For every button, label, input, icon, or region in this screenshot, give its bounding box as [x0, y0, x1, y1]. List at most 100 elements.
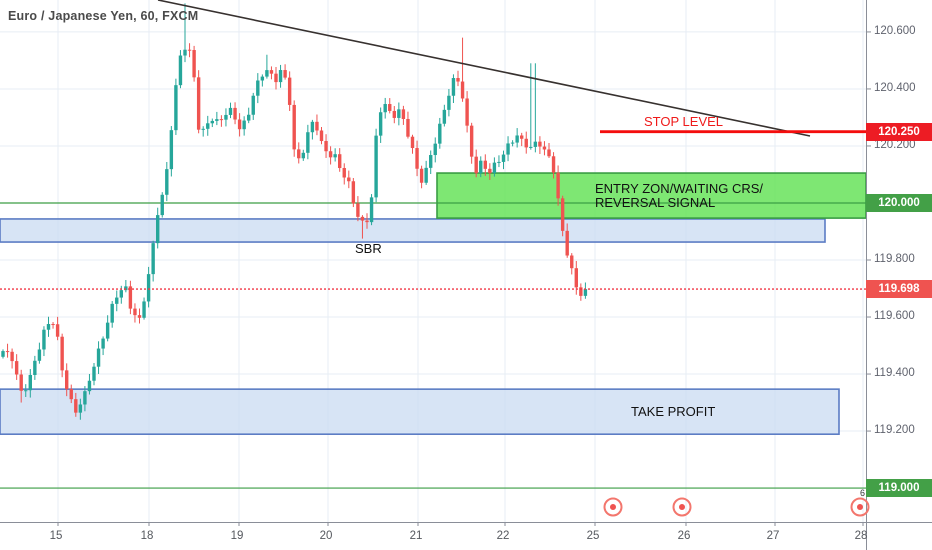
time-tick-label: 26 [677, 530, 691, 542]
entry-zone-label-line1: ENTRY ZON/WAITING CRS/ [595, 181, 764, 196]
candle-body [424, 167, 428, 183]
candle-body [265, 70, 269, 77]
event-marker-icon[interactable] [603, 497, 623, 517]
candle-body [524, 138, 528, 148]
time-tick-label: 19 [230, 530, 244, 542]
sbr-label: SBR [355, 241, 382, 256]
candle-body [74, 399, 78, 413]
candle-body [24, 390, 28, 392]
zones-layer [0, 172, 867, 435]
candle-body [228, 107, 233, 115]
candle-body [556, 172, 560, 199]
candle-body [124, 286, 128, 291]
candle-body [456, 78, 460, 82]
candle-body [374, 135, 378, 198]
candle-body [156, 215, 160, 244]
candle-body [542, 146, 547, 150]
event-count-label: 6 [860, 488, 866, 498]
price-tick-label: 119.600 [874, 310, 915, 323]
candle-body [78, 404, 83, 413]
candle-body [174, 85, 178, 131]
price-badge: 120.250 [866, 122, 932, 141]
candle-body [151, 243, 155, 275]
candle-body [351, 181, 356, 204]
entry-zone-box[interactable] [436, 172, 867, 219]
candle-body [378, 112, 383, 136]
event-marker-icon[interactable] [850, 497, 870, 517]
candle-body [251, 95, 255, 115]
candle-body [233, 107, 237, 120]
candle-body [501, 154, 506, 162]
candle-body [397, 109, 401, 118]
candle-body [5, 351, 10, 353]
time-tick-label: 20 [319, 530, 333, 542]
entry-zone-label-line2: REVERSAL SIGNAL [595, 195, 716, 210]
take-profit-label: TAKE PROFIT [631, 404, 716, 419]
candle-body [96, 348, 101, 367]
candle-body [419, 168, 424, 183]
price-tick-label: 119.400 [874, 367, 915, 380]
candle-body [319, 130, 324, 142]
candle-body [165, 169, 169, 195]
candle-body [342, 168, 346, 178]
candle-body [538, 141, 542, 147]
candle-body [551, 156, 556, 173]
price-tick-label: 119.800 [874, 253, 915, 265]
candle-body [406, 118, 410, 137]
candle-body [360, 216, 365, 221]
candle-body [210, 120, 214, 124]
candle-body [87, 380, 92, 392]
candle-body [260, 76, 265, 81]
candle-body [196, 77, 201, 130]
price-badge: 119.698 [866, 280, 932, 299]
candle-body [142, 301, 146, 318]
candle-body [324, 141, 328, 152]
price-tick-label: 119.200 [874, 424, 915, 437]
candle-body [133, 308, 137, 316]
candle-body [242, 120, 246, 130]
candle-body [506, 143, 510, 155]
event-marker-icon[interactable] [672, 497, 692, 517]
overlay-lines-layer [0, 0, 866, 290]
entry-zone-label: ENTRY ZON/WAITING CRS/ REVERSAL SIGNAL [595, 182, 763, 210]
candle-body [383, 104, 387, 113]
candle-body [310, 121, 315, 133]
price-tick-label: 120.600 [874, 24, 916, 37]
candle-body [333, 154, 337, 158]
candle-body [51, 324, 55, 326]
stop-level-label: STOP LEVEL [644, 114, 724, 129]
candle-body [92, 366, 96, 381]
candle-body [160, 194, 164, 216]
candle-body [365, 220, 369, 223]
candle-body [256, 80, 260, 96]
candle-body [306, 132, 310, 153]
time-tick-label: 18 [140, 530, 154, 542]
candle-body [146, 274, 151, 302]
candle-body [369, 197, 374, 223]
descending-trendline[interactable] [157, 0, 811, 137]
candle-body [247, 114, 251, 121]
sbr-zone-box[interactable] [0, 218, 826, 243]
candle-body [415, 148, 419, 169]
price-badge: 120.000 [866, 193, 932, 212]
candle-body [297, 149, 301, 159]
candle-body [101, 338, 105, 349]
candle-body [433, 143, 437, 156]
candle-body [14, 361, 19, 375]
take-profit-zone-box[interactable] [0, 388, 840, 435]
candle-body [451, 78, 456, 96]
candle-body [278, 70, 283, 83]
price-badge: 119.000 [866, 479, 932, 498]
candle-body [137, 315, 142, 318]
candle-body [187, 49, 192, 51]
candle-body [497, 161, 501, 163]
price-tick-label: 120.400 [874, 81, 916, 94]
candle-body [579, 287, 583, 296]
candle-body [65, 370, 69, 390]
candle-body [488, 168, 492, 174]
candle-body [287, 77, 292, 105]
price-tick-label: 120.200 [874, 138, 916, 151]
candle-body [410, 136, 415, 149]
